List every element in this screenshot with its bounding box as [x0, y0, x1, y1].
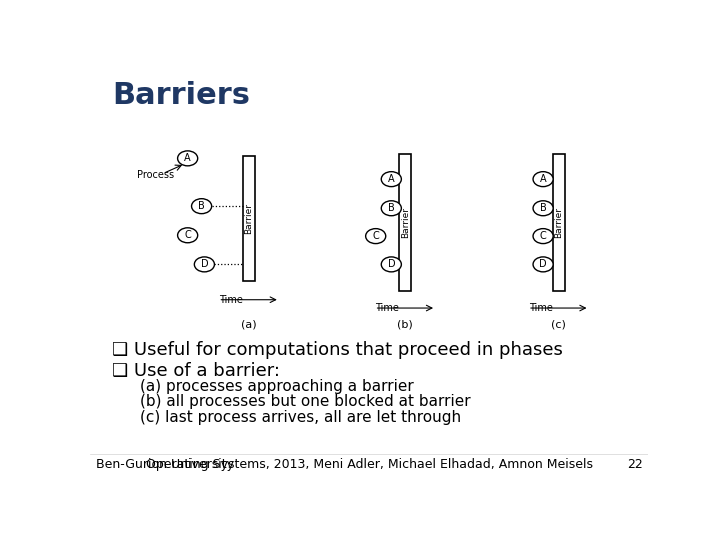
Text: B: B — [540, 203, 546, 213]
Text: Time: Time — [219, 295, 243, 305]
Text: Ben-Gurion University: Ben-Gurion University — [96, 458, 233, 471]
Text: (a): (a) — [241, 320, 257, 330]
Text: D: D — [387, 259, 395, 269]
Circle shape — [533, 201, 553, 216]
Text: A: A — [540, 174, 546, 184]
Text: C: C — [184, 230, 191, 240]
Text: D: D — [201, 259, 208, 269]
Circle shape — [194, 257, 215, 272]
Text: (b) all processes but one blocked at barrier: (b) all processes but one blocked at bar… — [140, 394, 471, 409]
Text: Process: Process — [138, 170, 174, 180]
Text: D: D — [539, 259, 547, 269]
Text: Operating Systems, 2013, Meni Adler, Michael Elhadad, Amnon Meisels: Operating Systems, 2013, Meni Adler, Mic… — [145, 458, 593, 471]
Bar — [399, 154, 411, 292]
Circle shape — [178, 228, 198, 243]
Text: (b): (b) — [397, 320, 413, 330]
Bar — [552, 154, 565, 292]
Text: A: A — [388, 174, 395, 184]
Text: Time: Time — [375, 303, 399, 313]
Circle shape — [192, 199, 212, 214]
Circle shape — [533, 228, 553, 244]
Text: ❑ Use of a barrier:: ❑ Use of a barrier: — [112, 362, 280, 380]
Circle shape — [382, 257, 401, 272]
Text: A: A — [184, 153, 191, 164]
Bar — [243, 156, 255, 281]
Text: Barriers: Barriers — [112, 82, 251, 111]
Text: 22: 22 — [626, 458, 642, 471]
Text: B: B — [388, 203, 395, 213]
Text: Barrier: Barrier — [245, 203, 253, 234]
Circle shape — [178, 151, 198, 166]
Circle shape — [533, 257, 553, 272]
Text: C: C — [540, 231, 546, 241]
Text: C: C — [372, 231, 379, 241]
Circle shape — [366, 228, 386, 244]
Text: B: B — [198, 201, 205, 211]
Circle shape — [382, 172, 401, 187]
Text: Barrier: Barrier — [554, 207, 563, 238]
Text: Time: Time — [528, 303, 552, 313]
Text: ❑ Useful for computations that proceed in phases: ❑ Useful for computations that proceed i… — [112, 341, 563, 359]
Text: (a) processes approaching a barrier: (a) processes approaching a barrier — [140, 379, 414, 394]
Text: (c) last process arrives, all are let through: (c) last process arrives, all are let th… — [140, 410, 462, 425]
Circle shape — [382, 201, 401, 216]
Text: (c): (c) — [552, 320, 566, 330]
Text: Barrier: Barrier — [401, 207, 410, 238]
Circle shape — [533, 172, 553, 187]
